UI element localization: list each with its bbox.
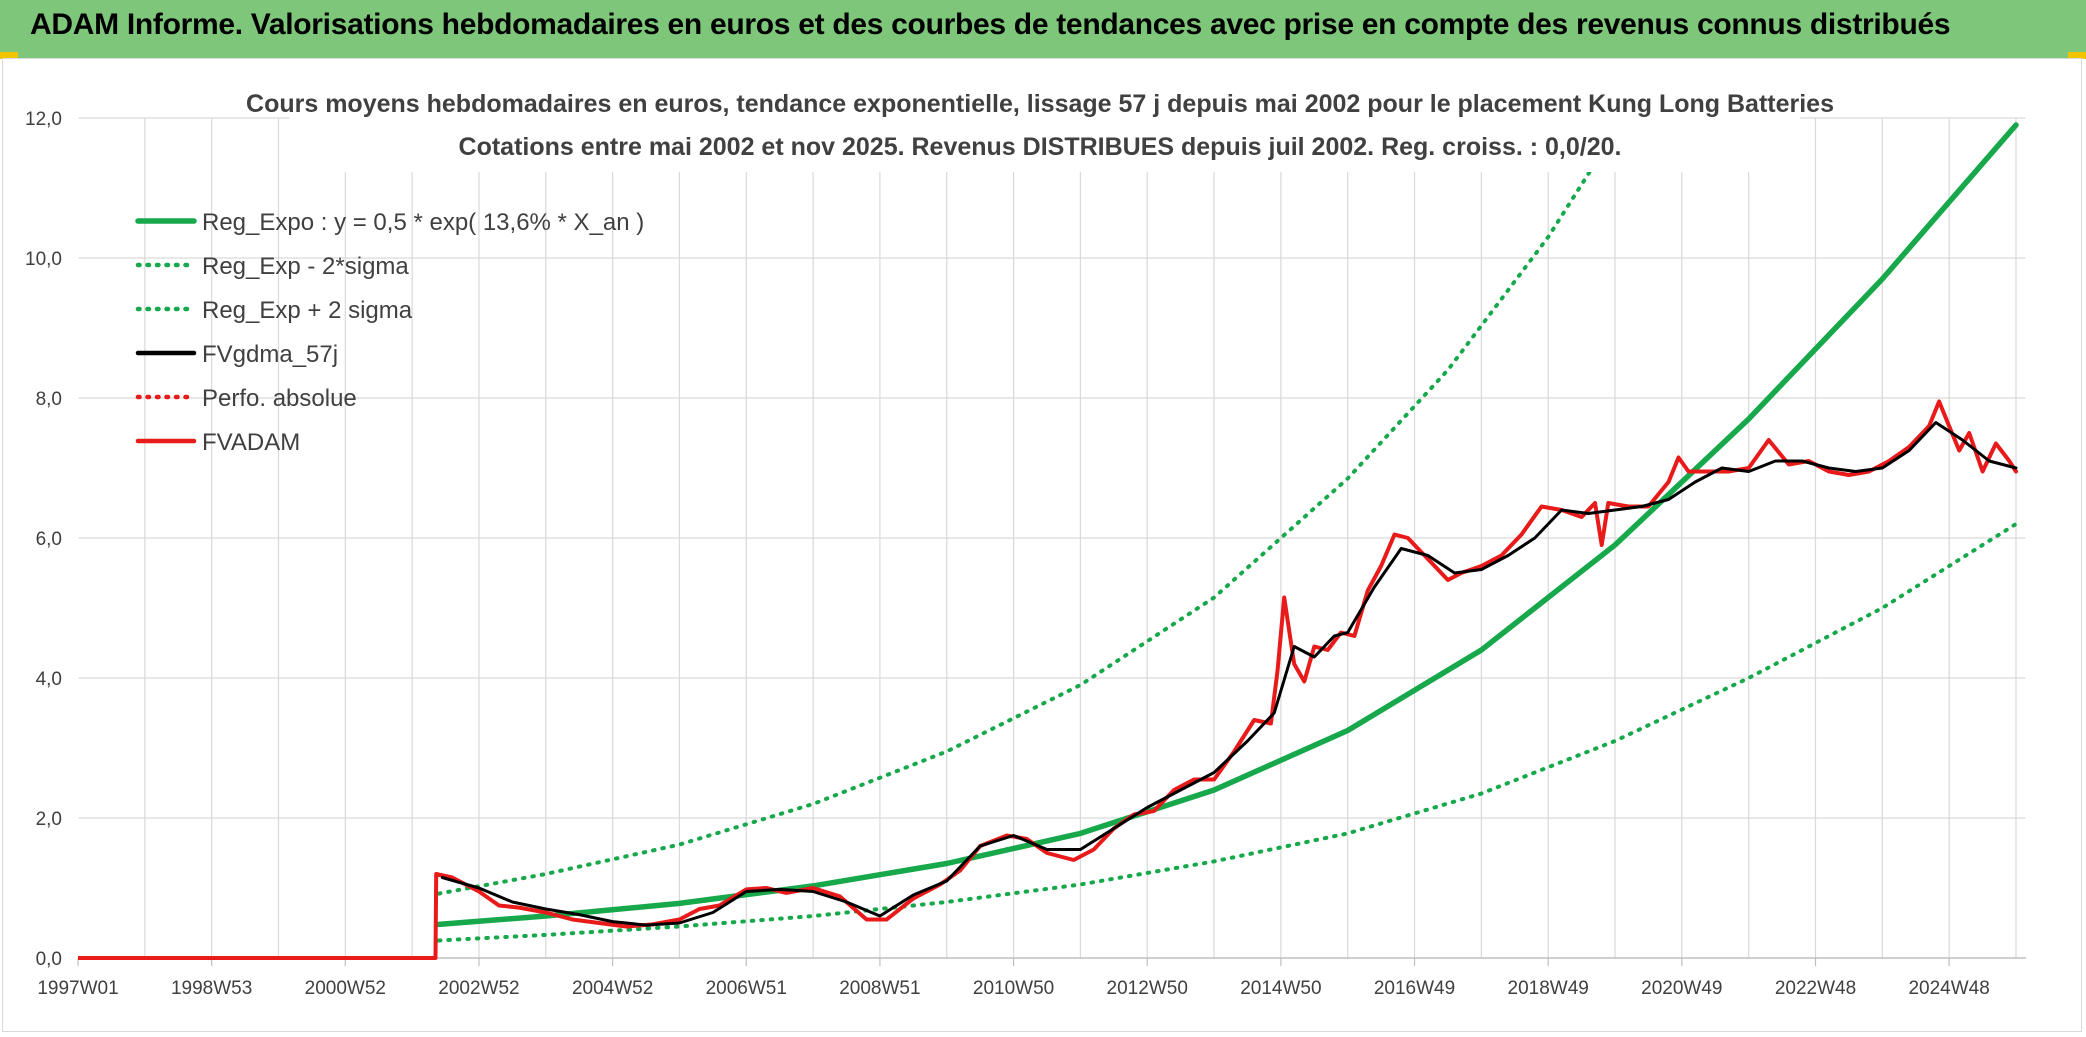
chart-grid	[78, 117, 2026, 958]
corner-mark-left	[0, 52, 18, 59]
x-tick-label: 2010W50	[973, 978, 1054, 999]
series-line-1	[436, 522, 2018, 943]
x-tick-label: 1998W53	[171, 978, 252, 999]
corner-mark-right	[2068, 52, 2086, 59]
x-tick-label: 2022W48	[1775, 978, 1856, 999]
series-line-5	[78, 399, 2018, 960]
x-tick-label: 2024W48	[1908, 978, 1989, 999]
y-tick-label: 4,0	[36, 669, 62, 690]
chart-title: Cours moyens hebdomadaires en euros, ten…	[246, 90, 1834, 118]
y-tick-label: 0,0	[36, 949, 62, 970]
y-tick-label: 8,0	[36, 389, 62, 410]
x-tick-label: 2000W52	[305, 978, 386, 999]
series-line-0	[436, 122, 2019, 928]
y-tick-label: 2,0	[36, 809, 62, 830]
series-line-3	[440, 421, 2018, 927]
x-tick-label: 2016W49	[1374, 978, 1455, 999]
x-tick-label: 2006W51	[706, 978, 787, 999]
chart-subtitle: Cotations entre mai 2002 et nov 2025. Re…	[459, 133, 1622, 161]
legend-label: Reg_Exp - 2*sigma	[202, 253, 409, 280]
x-tick-label: 2002W52	[438, 978, 519, 999]
x-tick-label: 2008W51	[839, 978, 920, 999]
y-tick-label: 12,0	[25, 109, 62, 130]
x-tick-label: 2018W49	[1508, 978, 1589, 999]
series-line-2	[436, 118, 1632, 896]
x-tick-label: 2004W52	[572, 978, 653, 999]
page-title: ADAM Informe. Valorisations hebdomadaire…	[30, 8, 1951, 41]
y-tick-label: 6,0	[36, 529, 62, 550]
chart-legend: Reg_Expo : y = 0,5 * exp( 13,6% * X_an )…	[135, 209, 644, 456]
legend-label: Reg_Expo : y = 0,5 * exp( 13,6% * X_an )	[202, 209, 644, 236]
legend-label: Reg_Exp + 2 sigma	[202, 297, 413, 324]
x-tick-label: 2014W50	[1240, 978, 1321, 999]
x-tick-label: 2012W50	[1107, 978, 1188, 999]
x-tick-label: 2020W49	[1641, 978, 1722, 999]
y-tick-label: 10,0	[25, 249, 62, 270]
legend-label: FVADAM	[202, 429, 300, 456]
chart-axes: 0,0 2,0 4,0 6,0 8,0 10,0 12,0 1997W01 1998W53 200…	[25, 109, 2026, 999]
chart-title-block: Cours moyens hebdomadaires en euros, ten…	[246, 82, 1834, 172]
legend-label: FVgdma_57j	[202, 341, 338, 368]
header-banner: ADAM Informe. Valorisations hebdomadaire…	[0, 0, 2086, 58]
legend-label: Perfo. absolue	[202, 385, 357, 412]
chart-frame	[2, 58, 2082, 1032]
chart-series	[78, 118, 2019, 960]
x-tick-label: 1997W01	[37, 978, 118, 999]
